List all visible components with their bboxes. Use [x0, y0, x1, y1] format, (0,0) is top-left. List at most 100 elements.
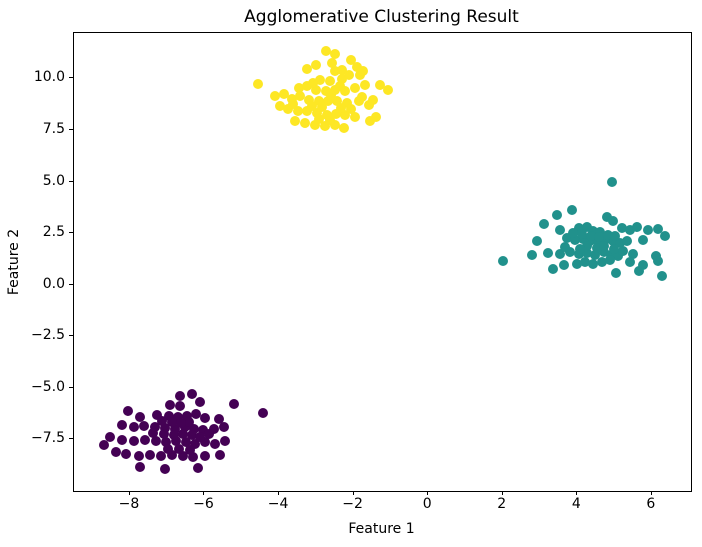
scatter-point-cluster-1-teal: [571, 259, 582, 270]
scatter-point-cluster-0-purple: [228, 398, 239, 409]
scatter-point-cluster-2-yellow: [368, 95, 379, 106]
scatter-point-cluster-2-yellow: [314, 114, 325, 125]
scatter-point-cluster-0-purple: [195, 397, 206, 408]
scatter-point-cluster-1-teal: [543, 247, 554, 258]
scatter-point-cluster-0-purple: [110, 447, 121, 458]
scatter-point-cluster-1-teal: [604, 254, 615, 265]
y-tick-label: 5.0: [42, 172, 65, 189]
scatter-point-cluster-2-yellow: [275, 101, 286, 112]
scatter-point-cluster-1-teal: [613, 251, 624, 262]
scatter-point-cluster-1-teal: [588, 259, 599, 270]
scatter-point-cluster-0-purple: [185, 444, 196, 455]
scatter-point-cluster-2-yellow: [325, 114, 336, 125]
scatter-point-cluster-0-purple: [258, 408, 269, 419]
scatter-point-cluster-0-purple: [176, 417, 187, 428]
scatter-point-cluster-2-yellow: [330, 49, 341, 60]
scatter-point-cluster-1-teal: [567, 228, 578, 239]
scatter-point-cluster-2-yellow: [371, 111, 382, 122]
scatter-point-cluster-0-purple: [140, 434, 151, 445]
scatter-point-cluster-0-purple: [172, 411, 183, 422]
scatter-point-cluster-0-purple: [150, 422, 161, 433]
scatter-point-cluster-1-teal: [560, 241, 571, 252]
scatter-point-cluster-0-purple: [189, 423, 200, 434]
scatter-point-cluster-1-teal: [660, 231, 671, 242]
x-tick-mark: [576, 491, 578, 495]
scatter-point-cluster-1-teal: [573, 248, 584, 259]
scatter-point-cluster-2-yellow: [327, 57, 338, 68]
scatter-point-cluster-2-yellow: [329, 65, 340, 76]
scatter-point-cluster-2-yellow: [283, 103, 294, 114]
scatter-point-cluster-0-purple: [165, 399, 176, 410]
scatter-point-cluster-1-teal: [596, 257, 607, 268]
x-tick-label: 4: [571, 496, 581, 512]
scatter-point-cluster-2-yellow: [310, 119, 321, 130]
scatter-point-cluster-1-teal: [616, 222, 627, 233]
scatter-point-cluster-0-purple: [215, 449, 226, 460]
scatter-point-cluster-2-yellow: [311, 84, 322, 95]
scatter-point-cluster-0-purple: [148, 428, 159, 439]
scatter-point-cluster-2-yellow: [301, 106, 312, 117]
x-tick-label: 6: [646, 496, 656, 512]
scatter-point-cluster-2-yellow: [331, 96, 342, 107]
scatter-point-cluster-1-teal: [617, 245, 628, 256]
scatter-point-cluster-1-teal: [625, 257, 636, 268]
scatter-point-cluster-1-teal: [638, 234, 649, 245]
scatter-point-cluster-0-purple: [133, 450, 144, 461]
scatter-point-cluster-0-purple: [116, 434, 127, 445]
scatter-point-cluster-2-yellow: [300, 117, 311, 128]
scatter-point-cluster-0-purple: [155, 450, 166, 461]
scatter-point-cluster-0-purple: [122, 406, 133, 417]
scatter-point-cluster-2-yellow: [352, 62, 363, 73]
scatter-point-cluster-1-teal: [634, 265, 645, 276]
scatter-point-cluster-2-yellow: [308, 77, 319, 88]
scatter-point-cluster-0-purple: [116, 419, 127, 430]
scatter-point-cluster-0-purple: [194, 432, 205, 443]
y-tick-label: −5.0: [31, 378, 65, 395]
scatter-point-cluster-0-purple: [121, 448, 132, 459]
y-tick-mark: [69, 335, 73, 337]
scatter-point-cluster-0-purple: [177, 429, 188, 440]
scatter-point-cluster-2-yellow: [330, 84, 341, 95]
scatter-point-cluster-0-purple: [134, 411, 145, 422]
scatter-point-cluster-2-yellow: [329, 120, 340, 131]
scatter-point-cluster-0-purple: [204, 429, 215, 440]
scatter-point-cluster-2-yellow: [365, 115, 376, 126]
scatter-point-cluster-0-purple: [188, 451, 199, 462]
scatter-point-cluster-0-purple: [166, 416, 177, 427]
scatter-point-cluster-1-teal: [602, 230, 613, 241]
scatter-point-cluster-1-teal: [581, 222, 592, 233]
scatter-point-cluster-1-teal: [562, 233, 573, 244]
scatter-point-cluster-0-purple: [200, 412, 211, 423]
scatter-point-cluster-1-teal: [588, 225, 599, 236]
scatter-point-cluster-2-yellow: [270, 91, 281, 102]
scatter-point-cluster-2-yellow: [346, 54, 357, 65]
scatter-point-cluster-1-teal: [601, 212, 612, 223]
scatter-point-cluster-2-yellow: [356, 91, 367, 102]
y-tick-label: −2.5: [31, 327, 65, 344]
scatter-point-cluster-1-teal: [576, 229, 587, 240]
scatter-point-cluster-2-yellow: [325, 76, 336, 87]
scatter-point-cluster-1-teal: [608, 243, 619, 254]
scatter-point-cluster-0-purple: [174, 401, 185, 412]
scatter-point-cluster-2-yellow: [252, 78, 263, 89]
scatter-point-cluster-1-teal: [610, 231, 621, 242]
scatter-point-cluster-2-yellow: [290, 115, 301, 126]
scatter-point-cluster-2-yellow: [293, 83, 304, 94]
scatter-point-cluster-2-yellow: [336, 74, 347, 85]
scatter-point-cluster-2-yellow: [340, 86, 351, 97]
scatter-point-cluster-1-teal: [607, 216, 618, 227]
x-tick-label: 2: [497, 496, 507, 512]
scatter-point-cluster-1-teal: [622, 235, 633, 246]
x-tick-mark: [427, 491, 429, 495]
scatter-point-cluster-1-teal: [643, 224, 654, 235]
scatter-point-cluster-2-yellow: [320, 121, 331, 132]
scatter-point-cluster-2-yellow: [350, 83, 361, 94]
scatter-point-cluster-1-teal: [638, 260, 649, 271]
x-tick-mark: [203, 491, 205, 495]
scatter-point-cluster-2-yellow: [321, 85, 332, 96]
scatter-point-cluster-1-teal: [531, 236, 542, 247]
scatter-point-cluster-0-purple: [151, 409, 162, 420]
scatter-point-cluster-0-purple: [161, 437, 172, 448]
scatter-point-cluster-2-yellow: [339, 122, 350, 133]
